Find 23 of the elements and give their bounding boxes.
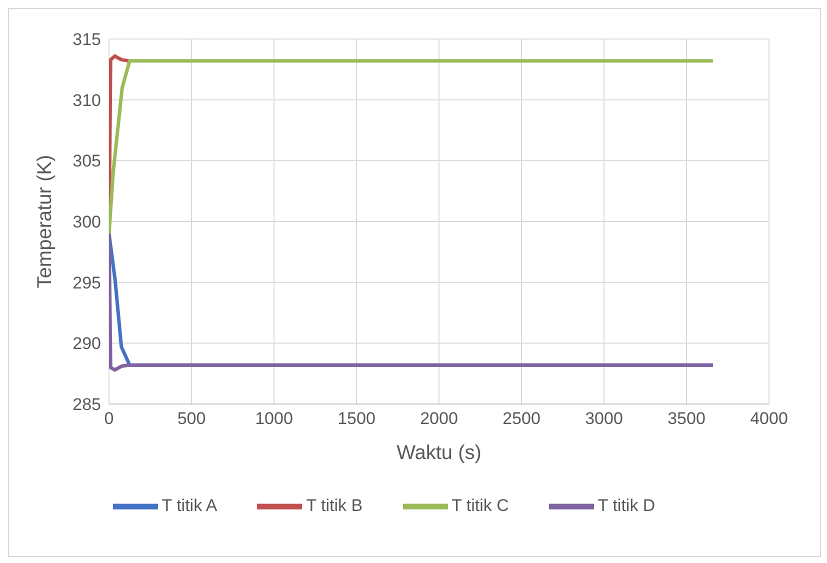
legend-label: T titik B (306, 496, 363, 515)
x-tick-label: 1000 (255, 409, 293, 428)
y-axis-title: Temperatur (K) (34, 154, 56, 288)
x-tick-label: 2500 (502, 409, 540, 428)
x-tick-label: 3500 (668, 409, 706, 428)
legend-label: T titik C (452, 496, 509, 515)
legend-label: T titik D (598, 496, 656, 515)
y-tick-label: 290 (72, 334, 101, 354)
y-tick-label: 300 (72, 212, 101, 232)
y-tick-label: 295 (72, 273, 101, 292)
x-tick-label: 2000 (420, 409, 458, 428)
x-tick-label: 0 (104, 409, 114, 428)
y-tick-label: 315 (72, 30, 101, 50)
x-axis-title: Waktu (s) (396, 442, 482, 464)
y-tick-label: 310 (72, 90, 101, 110)
x-tick-label: 500 (177, 409, 206, 428)
y-tick-label: 305 (72, 152, 101, 171)
legend-label: T titik A (162, 496, 218, 515)
y-tick-label: 285 (72, 395, 101, 414)
x-tick-label: 1500 (338, 409, 376, 428)
x-tick-label: 3000 (585, 409, 623, 428)
line-series (109, 59, 715, 236)
x-tick-label: 4000 (750, 409, 788, 428)
